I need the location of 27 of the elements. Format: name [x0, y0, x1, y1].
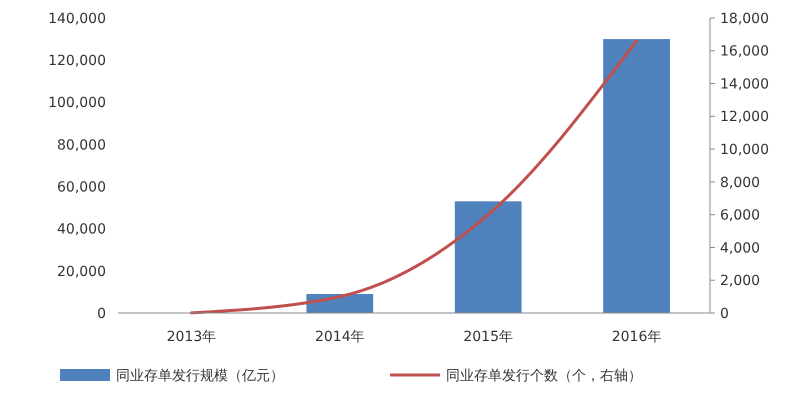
y-tick-label: 120,000	[48, 53, 106, 70]
y-tick-label: 140,000	[48, 10, 106, 27]
y2-tick-label: 12,000	[720, 109, 769, 126]
x-tick-label: 2015年	[463, 329, 514, 345]
y-tick-label: 100,000	[48, 95, 106, 112]
y2-tick-label: 0	[720, 306, 729, 322]
y2-tick-label: 16,000	[720, 44, 769, 60]
bar	[603, 39, 670, 313]
y2-tick-label: 4,000	[720, 240, 760, 256]
y-tick-label: 80,000	[57, 137, 106, 154]
bar	[454, 201, 522, 313]
x-tick-label: 2013年	[166, 329, 216, 345]
x-tick-label: 2014年	[314, 329, 365, 345]
y-tick-label: 60,000	[57, 179, 106, 196]
y2-tick-label: 18,000	[720, 10, 769, 27]
line-series	[190, 39, 638, 314]
legend-label: 同业存单发行规模（亿元）	[116, 368, 284, 384]
y2-tick-label: 2,000	[720, 273, 760, 290]
y-tick-label: 40,000	[57, 222, 106, 238]
y2-tick-label: 10,000	[720, 142, 769, 158]
legend-label: 同业存单发行个数（个，右轴）	[446, 368, 642, 384]
y-tick-label: 0	[97, 306, 106, 322]
y-tick-label: 20,000	[57, 264, 106, 280]
y2-tick-label: 8,000	[720, 174, 760, 191]
y2-tick-label: 14,000	[720, 76, 769, 92]
x-tick-label: 2016年	[612, 329, 662, 345]
y2-tick-label: 6,000	[720, 208, 760, 224]
